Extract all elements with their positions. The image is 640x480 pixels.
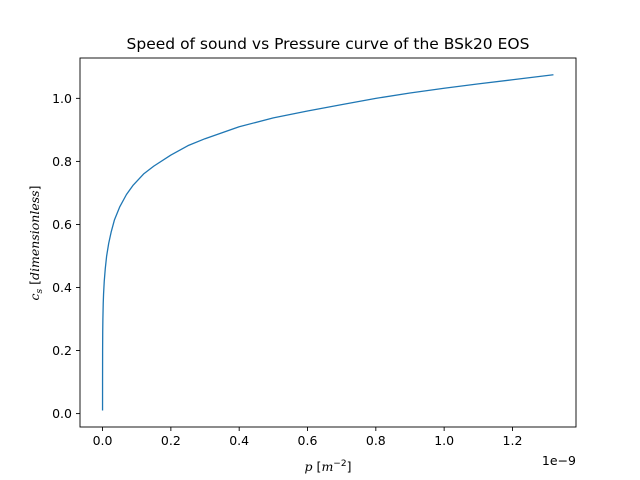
y-axis-ticks: 0.0 0.2 0.4 0.6 0.8 1.0 <box>52 91 80 421</box>
x-tick-label: 0.8 <box>366 433 386 448</box>
x-tick-label: 0.0 <box>93 433 113 448</box>
y-tick-label: 0.6 <box>52 217 72 232</box>
chart-title: Speed of sound vs Pressure curve of the … <box>127 35 530 53</box>
x-axis-label-unit-open: [ <box>317 459 322 474</box>
x-axis-label-unit-close: ] <box>347 459 352 474</box>
y-tick-label: 0.0 <box>52 406 72 421</box>
x-axis-label-symbol: p <box>305 459 313 474</box>
y-tick-label: 1.0 <box>52 91 72 106</box>
y-tick-label: 0.8 <box>52 154 72 169</box>
y-tick-label: 0.4 <box>52 280 72 295</box>
y-axis-label-unit-close: ] <box>27 186 42 191</box>
y-axis-label-symbol: c <box>27 293 42 300</box>
x-tick-label: 0.4 <box>229 433 249 448</box>
y-axis-label-subscript: s <box>35 288 45 293</box>
y-axis-label-unit-text: dimensionless <box>27 190 42 280</box>
x-tick-label: 1.0 <box>434 433 454 448</box>
y-axis-label-unit-open: [ <box>27 280 42 285</box>
x-tick-label: 0.6 <box>298 433 318 448</box>
x-axis-label: p [m−2] <box>305 459 352 474</box>
x-axis-label-unit-base: m <box>321 459 333 474</box>
axes-frame <box>79 57 577 428</box>
y-axis-label: cs [dimensionless] <box>27 186 45 301</box>
series-line <box>101 74 554 411</box>
x-axis-label-unit-exp: −2 <box>333 459 346 469</box>
x-tick-label: 0.2 <box>161 433 181 448</box>
x-axis-ticks: 0.0 0.2 0.4 0.6 0.8 1.0 1.2 <box>93 427 523 448</box>
plot-area <box>101 74 554 411</box>
x-tick-label: 1.2 <box>503 433 523 448</box>
y-tick-label: 0.2 <box>52 343 72 358</box>
x-axis-offset-label: 1e−9 <box>542 453 576 468</box>
